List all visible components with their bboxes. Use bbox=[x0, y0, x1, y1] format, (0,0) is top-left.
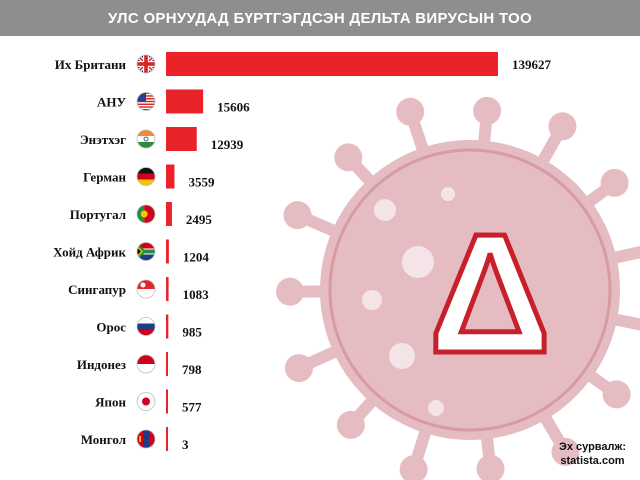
category-label: Энэтхэг bbox=[80, 132, 126, 147]
value-label: 1083 bbox=[183, 287, 210, 302]
source-note: Эх сурвалж: statista.com bbox=[559, 440, 626, 468]
virus-spike-tip bbox=[396, 97, 425, 126]
bar-row: Индонез 798 bbox=[77, 352, 202, 377]
virus-spot bbox=[362, 290, 382, 310]
bar bbox=[166, 52, 498, 76]
bar bbox=[166, 314, 169, 339]
value-label: 3559 bbox=[188, 175, 215, 190]
category-label: Герман bbox=[83, 170, 126, 185]
bar-row: АНУ 15606 bbox=[97, 89, 250, 115]
bar-row: Монгол 3 bbox=[81, 427, 189, 452]
category-label: Орос bbox=[96, 320, 126, 335]
delta-symbol: Δ bbox=[429, 199, 551, 389]
flag-outline bbox=[136, 429, 156, 449]
virus-spike-tip bbox=[336, 410, 365, 439]
portugal-flag-icon bbox=[137, 205, 155, 223]
bar bbox=[166, 89, 204, 114]
value-label: 577 bbox=[182, 400, 202, 415]
title-bar: УЛС ОРНУУДАД БҮРТГЭГДСЭН ДЕЛЬТА ВИРУСЫН … bbox=[0, 0, 640, 36]
virus-illustration: Δ bbox=[276, 96, 640, 480]
bar bbox=[166, 239, 169, 264]
bar bbox=[166, 127, 197, 151]
bar-row: Хойд Африк 1204 bbox=[53, 239, 210, 265]
virus-spike-tip bbox=[548, 112, 577, 141]
flag-outline bbox=[136, 92, 156, 111]
category-label: Монгол bbox=[81, 432, 126, 447]
singapore-flag-icon bbox=[137, 280, 155, 298]
value-label: 3 bbox=[182, 437, 189, 452]
flag-outline bbox=[136, 167, 156, 186]
value-label: 1204 bbox=[183, 250, 210, 265]
russia-flag-icon bbox=[137, 317, 155, 336]
uk-flag-icon bbox=[137, 55, 155, 73]
category-label: Португал bbox=[70, 207, 126, 222]
bar-row: Орос 985 bbox=[96, 314, 202, 340]
japan-flag-icon bbox=[137, 392, 155, 411]
category-label: Индонез bbox=[77, 357, 126, 372]
bar bbox=[166, 352, 168, 376]
source-name: statista.com bbox=[560, 455, 625, 467]
bar bbox=[166, 202, 172, 226]
bar bbox=[166, 427, 168, 451]
flag-outline bbox=[136, 54, 156, 74]
category-label: Сингапур bbox=[68, 282, 126, 297]
virus-spot bbox=[441, 187, 455, 201]
virus-spot bbox=[428, 400, 444, 416]
category-label: Их Британи bbox=[55, 57, 127, 72]
bar-row: Энэтхэг 12939 bbox=[80, 127, 244, 152]
category-label: Япон bbox=[95, 395, 126, 410]
flag-outline bbox=[136, 129, 156, 149]
virus-spike-tip bbox=[551, 437, 580, 466]
virus-spike-tip bbox=[473, 96, 502, 125]
mongolia-flag-icon bbox=[137, 430, 155, 448]
value-label: 985 bbox=[182, 325, 202, 340]
indonesia-flag-icon bbox=[137, 355, 155, 373]
india-flag-icon bbox=[137, 130, 155, 148]
bar-row: Португал 2495 bbox=[70, 202, 213, 227]
bar bbox=[166, 389, 168, 414]
virus-spike-tip bbox=[276, 277, 305, 306]
bar-row: Япон 577 bbox=[95, 389, 202, 415]
virus-spike-tip bbox=[600, 168, 629, 197]
bar bbox=[166, 164, 175, 189]
flag-outline bbox=[136, 279, 156, 299]
value-label: 12939 bbox=[211, 137, 244, 152]
flag-outline bbox=[136, 204, 156, 224]
virus-spike bbox=[605, 312, 640, 331]
virus-spike-tip bbox=[334, 143, 363, 172]
virus-spike bbox=[604, 246, 640, 265]
flag-outline bbox=[136, 242, 156, 261]
virus-body-ring bbox=[328, 148, 612, 432]
bar-row: Сингапур 1083 bbox=[68, 277, 209, 302]
bar bbox=[166, 277, 169, 301]
value-label: 798 bbox=[182, 362, 202, 377]
virus-spike-tip bbox=[284, 354, 313, 383]
germany-flag-icon bbox=[137, 167, 155, 186]
virus-spike-tip bbox=[399, 455, 428, 480]
virus-spike-tip bbox=[602, 380, 631, 409]
virus-spot bbox=[374, 199, 396, 221]
category-label: АНУ bbox=[97, 95, 127, 110]
virus-spot bbox=[402, 246, 434, 278]
virus-spot bbox=[389, 343, 415, 369]
source-label: Эх сурвалж: bbox=[559, 441, 626, 453]
bar-row: Герман 3559 bbox=[83, 164, 215, 190]
chart-title: УЛС ОРНУУДАД БҮРТГЭГДСЭН ДЕЛЬТА ВИРУСЫН … bbox=[107, 9, 532, 27]
flag-outline bbox=[136, 317, 156, 336]
virus-spike-tip bbox=[283, 201, 312, 230]
bar-row: Их Британи 139627 bbox=[55, 52, 552, 76]
virus-spike-tip bbox=[476, 454, 505, 480]
value-label: 2495 bbox=[186, 212, 213, 227]
flag-outline bbox=[136, 354, 156, 374]
usa-flag-icon bbox=[137, 92, 155, 111]
value-label: 139627 bbox=[512, 57, 552, 72]
south-africa-flag-icon bbox=[137, 242, 155, 261]
flag-outline bbox=[136, 392, 156, 411]
value-label: 15606 bbox=[217, 100, 250, 115]
category-label: Хойд Африк bbox=[53, 245, 126, 260]
